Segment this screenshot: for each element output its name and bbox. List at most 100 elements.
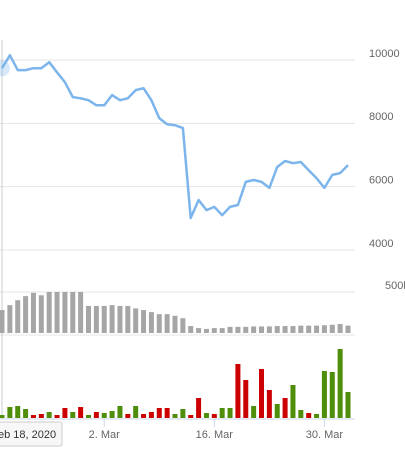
change-bar (54, 415, 60, 418)
volume-bar (62, 292, 68, 333)
change-bar (321, 371, 327, 418)
volume-bar (282, 326, 288, 333)
change-bar (290, 385, 296, 418)
change-bar (306, 413, 312, 418)
volume-bar (259, 326, 264, 333)
change-bar (141, 414, 147, 418)
volume-bar (109, 305, 115, 333)
price-line (0, 54, 349, 220)
change-bar (172, 414, 178, 418)
crosshair-label: eb 18, 2020 (0, 429, 56, 441)
change-bar (0, 415, 5, 418)
volume-bar (0, 310, 5, 333)
hover-marker (0, 60, 10, 77)
volume-bar (243, 326, 249, 333)
crosshair-label-box (0, 421, 63, 447)
volume-bar (251, 326, 257, 333)
y-tick-label: 500l (385, 280, 405, 292)
change-bar (345, 392, 351, 418)
change-bar (266, 390, 272, 418)
change-bar (180, 409, 186, 418)
volume-bar (141, 310, 147, 333)
volume-bar (321, 325, 327, 333)
volume-bar (188, 326, 194, 333)
volume-bar (117, 305, 123, 333)
change-bar (133, 406, 139, 418)
volume-bar (164, 314, 170, 333)
change-bar (46, 412, 52, 418)
change-bar (62, 408, 68, 418)
volume-bar (337, 323, 343, 333)
volume-bar (23, 296, 29, 333)
y-tick-label: 10000 (369, 48, 400, 60)
volume-bar (78, 292, 84, 333)
volume-bar (266, 326, 272, 333)
y-tick-label: 4000 (369, 238, 393, 250)
change-bar (314, 414, 320, 418)
volume-bar (148, 312, 154, 333)
change-bar (251, 406, 257, 418)
volume-bar (203, 328, 209, 333)
volume-bar (314, 325, 320, 333)
volume-bar (7, 305, 13, 333)
volume-bar (274, 326, 280, 333)
change-bar (86, 415, 91, 418)
change-bar (30, 415, 36, 418)
change-bar (148, 412, 154, 418)
volume-bar (235, 326, 241, 333)
change-bar (298, 410, 304, 418)
change-bar (227, 408, 233, 418)
volume-bar (306, 325, 312, 333)
x-tick-label: 16. Mar (196, 429, 234, 441)
volume-bar (196, 328, 202, 333)
change-bar (235, 364, 241, 418)
volume-bar (30, 292, 36, 333)
y-tick-label: 6000 (369, 175, 393, 187)
change-bar (211, 414, 217, 418)
change-bar (101, 413, 107, 418)
volume-bar (86, 305, 91, 333)
y-tick-label: 8000 (369, 111, 393, 123)
change-bar (219, 408, 225, 418)
x-tick-label: 30. Mar (306, 429, 344, 441)
change-bar (78, 407, 84, 418)
volume-bar (38, 295, 44, 333)
change-bar (196, 398, 202, 418)
change-bar (259, 369, 264, 418)
volume-bar (290, 326, 296, 333)
change-bar (109, 411, 115, 418)
volume-bar (219, 328, 225, 333)
change-bar (93, 412, 99, 418)
volume-bar (329, 324, 335, 333)
change-bar (274, 404, 280, 418)
volume-bar (345, 325, 351, 333)
change-bar (243, 380, 249, 418)
change-bar (117, 406, 123, 418)
change-bar (7, 407, 13, 418)
change-bar (329, 372, 335, 418)
volume-bar (156, 314, 162, 333)
volume-bar (133, 308, 139, 333)
volume-bar (46, 292, 52, 333)
volume-bar (298, 325, 304, 333)
volume-bar (227, 326, 233, 333)
volume-bar (125, 305, 131, 333)
change-bar (164, 408, 170, 418)
volume-bar (180, 318, 186, 333)
x-tick-label: 2. Mar (89, 429, 121, 441)
volume-bar (211, 328, 217, 333)
change-bar (156, 408, 162, 418)
volume-bar (54, 292, 60, 333)
change-bar (188, 415, 194, 418)
change-bar (38, 414, 44, 418)
change-bar (203, 413, 209, 418)
volume-bar (172, 315, 178, 333)
change-bar (337, 349, 343, 418)
change-bar (282, 398, 288, 418)
change-bar (15, 406, 21, 418)
change-bar (70, 412, 76, 418)
volume-bar (70, 292, 76, 333)
volume-bar (93, 305, 99, 333)
